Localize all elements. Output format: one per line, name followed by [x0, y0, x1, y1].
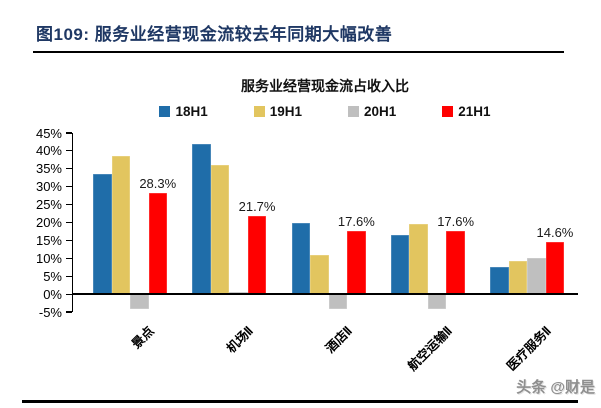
- legend-swatch-20h1: [348, 106, 359, 117]
- bottom-rule: [22, 400, 578, 403]
- bar-21h1-group3: [347, 231, 366, 295]
- x-category-label: 机场Ⅱ: [224, 323, 257, 356]
- y-axis-line: [72, 133, 74, 312]
- chart-title: 服务业经营现金流占收入比: [241, 78, 409, 94]
- bar-20h1-group4: [427, 294, 447, 310]
- bar-20h1-group2: [229, 292, 248, 295]
- legend-item-20h1: 20H1: [348, 104, 396, 119]
- bar-data-label: 28.3%: [139, 175, 177, 191]
- x-category-label: 航空运输Ⅱ: [405, 323, 455, 374]
- bar-19h1-group1: [111, 156, 130, 295]
- x-axis-line: [72, 293, 578, 295]
- y-tick-mark: [66, 150, 72, 152]
- y-tick-mark: [66, 275, 72, 277]
- bar-data-label: 14.6%: [536, 224, 574, 240]
- y-tick-label: 25%: [35, 197, 62, 213]
- legend-item-18h1: 18H1: [159, 104, 208, 119]
- bar-data-label: 17.6%: [437, 214, 475, 230]
- watermark: 头条 @财是: [516, 379, 595, 396]
- bar-19h1-group2: [210, 165, 230, 295]
- legend-label: 19H1: [269, 104, 302, 119]
- header-rule: [33, 51, 564, 53]
- bar-20h1-group5: [527, 257, 546, 295]
- y-tick-label: 0%: [43, 286, 62, 302]
- bar-20h1-group1: [130, 294, 149, 310]
- chart-legend: 18H1 19H1 20H1 21H1: [72, 104, 578, 119]
- bar-18h1-group5: [490, 266, 509, 295]
- bar-20h1-group3: [328, 294, 348, 310]
- legend-item-21h1: 21H1: [442, 104, 491, 119]
- y-tick-label: -5%: [38, 304, 62, 320]
- y-tick-label: 20%: [35, 215, 62, 230]
- y-tick-mark: [66, 221, 72, 224]
- legend-swatch-21h1: [442, 106, 454, 117]
- bar-21h1-group4: [446, 231, 465, 295]
- y-tick-label: 10%: [35, 250, 62, 266]
- bar-21h1-group5: [545, 241, 565, 295]
- bar-19h1-group5: [508, 260, 528, 295]
- bar-data-label: 17.6%: [337, 214, 375, 230]
- y-tick-mark: [66, 311, 72, 313]
- y-tick-mark: [66, 239, 72, 241]
- bar-18h1-group1: [93, 174, 112, 295]
- legend-label: 21H1: [458, 104, 491, 119]
- bar-18h1-group4: [390, 235, 410, 295]
- legend-swatch-18h1: [159, 106, 171, 117]
- y-tick-mark: [66, 293, 72, 295]
- bar-data-label: 21.7%: [238, 199, 276, 215]
- figure-title: 图109: 服务业经营现金流较去年同期大幅改善: [36, 25, 393, 44]
- y-tick-label: 40%: [35, 143, 62, 159]
- y-tick-label: 15%: [35, 232, 62, 248]
- legend-label: 20H1: [364, 104, 397, 119]
- bar-18h1-group3: [291, 222, 311, 295]
- y-tick-mark: [66, 168, 72, 170]
- legend-item-19h1: 19H1: [253, 104, 302, 119]
- x-category-label: 医疗服务Ⅱ: [504, 323, 554, 374]
- y-tick-mark: [66, 132, 72, 134]
- legend-label: 18H1: [175, 104, 208, 119]
- legend-swatch-19h1: [253, 106, 265, 117]
- y-tick-label: 5%: [43, 268, 62, 284]
- y-tick-mark: [66, 257, 72, 259]
- x-category-label: 景点: [129, 323, 157, 352]
- bar-21h1-group2: [247, 216, 267, 295]
- y-tick-label: 30%: [35, 179, 62, 195]
- bar-19h1-group3: [310, 254, 329, 295]
- y-tick-mark: [66, 186, 72, 188]
- x-category-label: 酒店Ⅱ: [323, 323, 356, 356]
- y-tick-mark: [66, 204, 72, 206]
- bar-18h1-group2: [192, 143, 211, 295]
- bar-21h1-group1: [148, 192, 167, 295]
- bar-19h1-group4: [409, 224, 428, 295]
- y-tick-label: 35%: [35, 161, 62, 177]
- y-tick-label: 45%: [35, 125, 62, 141]
